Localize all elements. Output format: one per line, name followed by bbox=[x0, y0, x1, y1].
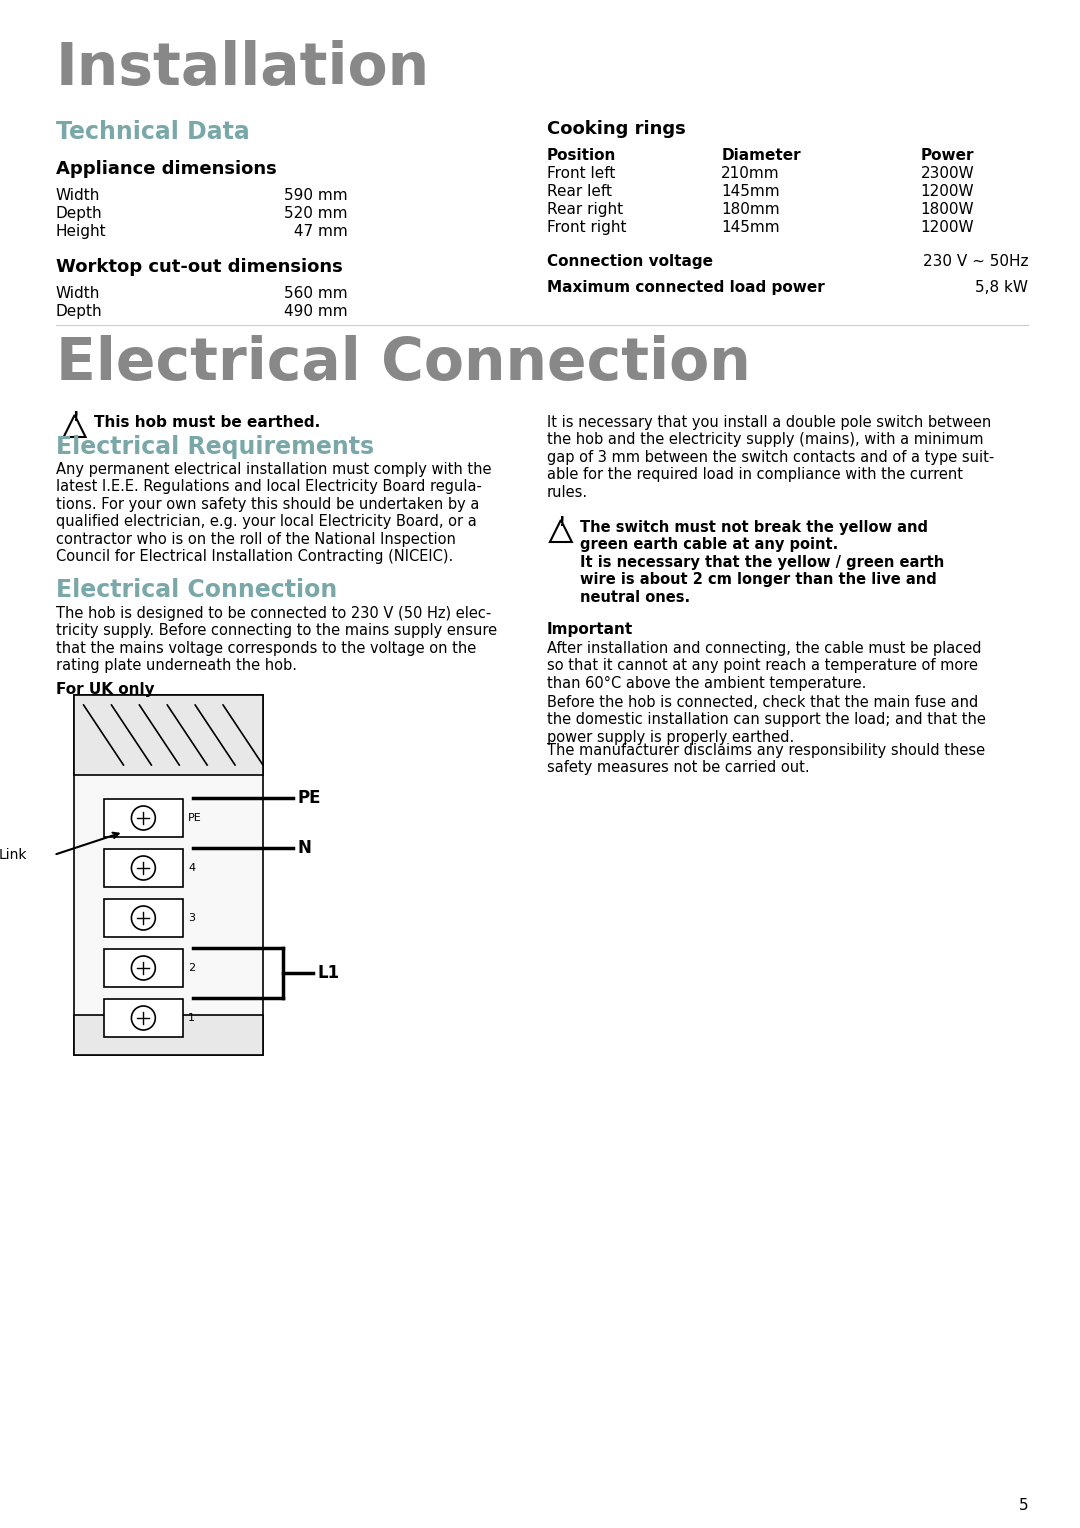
Text: Technical Data: Technical Data bbox=[56, 121, 249, 144]
Bar bbox=[104, 850, 184, 886]
Text: 47 mm: 47 mm bbox=[288, 225, 348, 238]
Bar bbox=[104, 898, 184, 937]
Text: 520 mm: 520 mm bbox=[284, 206, 348, 222]
Text: Connection voltage: Connection voltage bbox=[546, 254, 713, 269]
Text: 1: 1 bbox=[188, 1013, 195, 1024]
Text: 590 mm: 590 mm bbox=[284, 188, 348, 203]
Text: Width: Width bbox=[56, 188, 100, 203]
Text: 5,8 kW: 5,8 kW bbox=[975, 280, 1028, 295]
Text: Worktop cut-out dimensions: Worktop cut-out dimensions bbox=[56, 258, 342, 277]
Text: 1200W: 1200W bbox=[920, 220, 974, 235]
FancyBboxPatch shape bbox=[73, 695, 262, 1054]
Text: Electrical Connection: Electrical Connection bbox=[56, 578, 337, 602]
Text: After installation and connecting, the cable must be placed
so that it cannot at: After installation and connecting, the c… bbox=[546, 642, 982, 691]
Text: Important: Important bbox=[546, 622, 633, 637]
Bar bbox=[104, 949, 184, 987]
Text: It is necessary that you install a double pole switch between
the hob and the el: It is necessary that you install a doubl… bbox=[546, 416, 995, 500]
Text: 4: 4 bbox=[188, 863, 195, 872]
Circle shape bbox=[132, 856, 156, 880]
Text: Electrical Requirements: Electrical Requirements bbox=[56, 435, 374, 458]
Bar bbox=[104, 999, 184, 1038]
Text: 2: 2 bbox=[188, 963, 195, 973]
Text: 490 mm: 490 mm bbox=[284, 304, 348, 319]
Text: Front right: Front right bbox=[546, 220, 626, 235]
Text: Installation: Installation bbox=[56, 40, 430, 96]
Circle shape bbox=[132, 957, 156, 979]
Text: !: ! bbox=[73, 410, 80, 423]
Text: Rear left: Rear left bbox=[546, 183, 612, 199]
Text: 1200W: 1200W bbox=[920, 183, 974, 199]
Text: Power: Power bbox=[920, 148, 974, 163]
Text: Height: Height bbox=[56, 225, 106, 238]
Text: Width: Width bbox=[56, 286, 100, 301]
Text: 145mm: 145mm bbox=[721, 220, 780, 235]
Text: Link: Link bbox=[0, 848, 27, 862]
Text: 5: 5 bbox=[1018, 1497, 1028, 1513]
Text: Appliance dimensions: Appliance dimensions bbox=[56, 160, 276, 177]
Bar bbox=[73, 695, 262, 775]
Text: Diameter: Diameter bbox=[721, 148, 801, 163]
Text: 560 mm: 560 mm bbox=[284, 286, 348, 301]
Text: Depth: Depth bbox=[56, 304, 103, 319]
Text: !: ! bbox=[559, 515, 566, 529]
Text: Cooking rings: Cooking rings bbox=[546, 121, 686, 138]
Text: The switch must not break the yellow and
green earth cable at any point.
It is n: The switch must not break the yellow and… bbox=[580, 520, 944, 605]
Text: L1: L1 bbox=[318, 964, 340, 983]
Bar bbox=[73, 1015, 262, 1054]
Text: 210mm: 210mm bbox=[721, 167, 780, 180]
Text: Depth: Depth bbox=[56, 206, 103, 222]
Circle shape bbox=[132, 805, 156, 830]
Bar bbox=[104, 799, 184, 837]
Text: 180mm: 180mm bbox=[721, 202, 780, 217]
Text: Before the hob is connected, check that the main fuse and
the domestic installat: Before the hob is connected, check that … bbox=[546, 695, 986, 744]
Text: The hob is designed to be connected to 230 V (50 Hz) elec-
tricity supply. Befor: The hob is designed to be connected to 2… bbox=[56, 607, 497, 674]
Text: PE: PE bbox=[188, 813, 202, 824]
Text: Front left: Front left bbox=[546, 167, 616, 180]
Text: This hob must be earthed.: This hob must be earthed. bbox=[94, 416, 320, 429]
Text: For UK only: For UK only bbox=[56, 681, 154, 697]
Text: 145mm: 145mm bbox=[721, 183, 780, 199]
Text: 3: 3 bbox=[188, 914, 195, 923]
Text: Any permanent electrical installation must comply with the
latest I.E.E. Regulat: Any permanent electrical installation mu… bbox=[56, 461, 491, 564]
Text: 2300W: 2300W bbox=[920, 167, 974, 180]
Text: 230 V ~ 50Hz: 230 V ~ 50Hz bbox=[922, 254, 1028, 269]
Text: N: N bbox=[298, 839, 312, 857]
Text: Position: Position bbox=[546, 148, 617, 163]
Text: Electrical Connection: Electrical Connection bbox=[56, 335, 751, 393]
Circle shape bbox=[132, 1005, 156, 1030]
Text: PE: PE bbox=[298, 788, 322, 807]
Text: The manufacturer disclaims any responsibility should these
safety measures not b: The manufacturer disclaims any responsib… bbox=[546, 743, 985, 775]
Text: Rear right: Rear right bbox=[546, 202, 623, 217]
Text: 1800W: 1800W bbox=[920, 202, 974, 217]
Circle shape bbox=[132, 906, 156, 931]
Text: Maximum connected load power: Maximum connected load power bbox=[546, 280, 825, 295]
